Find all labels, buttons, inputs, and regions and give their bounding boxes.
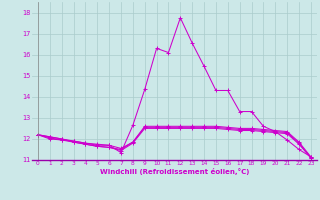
X-axis label: Windchill (Refroidissement éolien,°C): Windchill (Refroidissement éolien,°C) (100, 168, 249, 175)
